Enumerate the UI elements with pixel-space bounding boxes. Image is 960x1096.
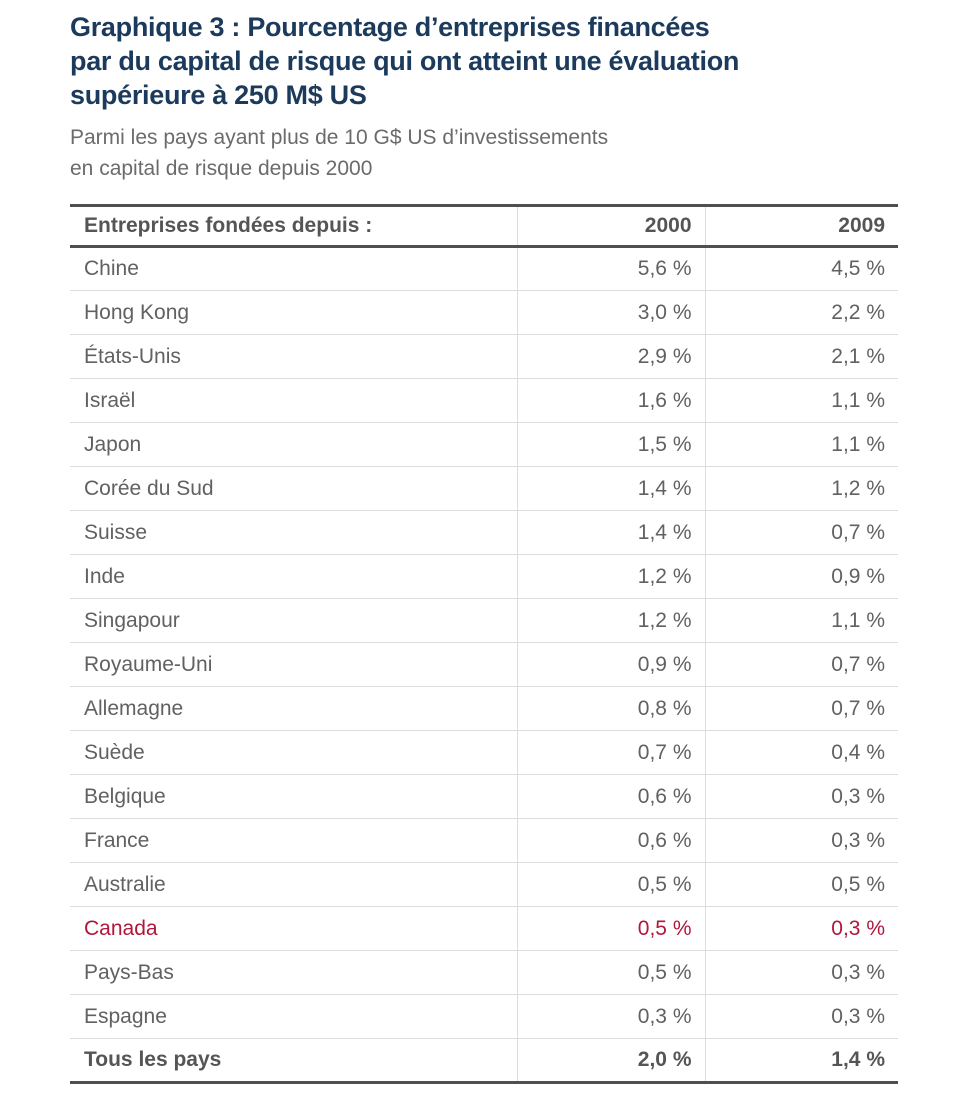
table-row-canada-highlighted: Canada 0,5 % 0,3 % (70, 906, 898, 951)
country-cell: Canada (70, 906, 517, 951)
value-2009-cell: 1,1 % (704, 598, 898, 643)
value-2000-cell: 3,0 % (516, 290, 705, 335)
table-row-espagne: Espagne 0,3 % 0,3 % (70, 994, 898, 1039)
table-row-coree-du-sud: Corée du Sud 1,4 % 1,2 % (70, 466, 898, 511)
country-cell: États-Unis (70, 334, 517, 379)
table-row-allemagne: Allemagne 0,8 % 0,7 % (70, 686, 898, 731)
value-2000-cell: 1,4 % (516, 510, 705, 555)
figure-title-line-3: supérieure à 250 M$ US (70, 80, 367, 110)
country-cell: Japon (70, 422, 517, 467)
table-row-hong-kong: Hong Kong 3,0 % 2,2 % (70, 290, 898, 335)
value-2009-cell: 0,5 % (704, 862, 898, 907)
country-cell: Pays-Bas (70, 950, 517, 995)
country-cell: Espagne (70, 994, 517, 1039)
value-2000-cell: 2,9 % (516, 334, 705, 379)
country-cell: Singapour (70, 598, 517, 643)
data-table: Entreprises fondées depuis : 2000 2009 C… (70, 204, 898, 1084)
country-cell: Inde (70, 554, 517, 599)
table-row-suisse: Suisse 1,4 % 0,7 % (70, 510, 898, 555)
table-row-belgique: Belgique 0,6 % 0,3 % (70, 774, 898, 819)
country-cell: Chine (84, 257, 139, 280)
table-row-total: Tous les pays 2,0 % 1,4 % (70, 1038, 898, 1083)
value-2009-cell: 0,3 % (704, 818, 898, 863)
value-2009-cell: 0,4 % (704, 730, 898, 775)
value-2009-cell: 2,2 % (704, 290, 898, 335)
table-row-suede: Suède 0,7 % 0,4 % (70, 730, 898, 775)
value-2000-cell: 1,2 % (516, 554, 705, 599)
table-row-israel: Israël 1,6 % 1,1 % (70, 378, 898, 423)
table-header-2009: 2009 (704, 205, 898, 248)
value-2000-cell: 1,5 % (516, 422, 705, 467)
value-2000-cell: 1,2 % (516, 598, 705, 643)
country-cell: Israël (70, 378, 517, 423)
value-2000-cell: 0,5 % (516, 950, 705, 995)
value-2000-cell: 1,4 % (516, 466, 705, 511)
table-row-singapour: Singapour 1,2 % 1,1 % (70, 598, 898, 643)
figure-title-line-1: Graphique 3 : Pourcentage d’entreprises … (70, 12, 710, 42)
value-2000-cell: 0,6 % (516, 818, 705, 863)
country-cell: Australie (70, 862, 517, 907)
value-2009-cell: 0,7 % (704, 510, 898, 555)
figure-subtitle: Parmi les pays ayant plus de 10 G$ US d’… (70, 122, 898, 184)
country-cell: Suisse (70, 510, 517, 555)
country-cell: Suède (70, 730, 517, 775)
value-2009-cell: 0,9 % (704, 554, 898, 599)
value-2000-cell: 0,5 % (516, 862, 705, 907)
value-2009-cell: 0,3 % (704, 994, 898, 1039)
table-row-chine: Chine 5,6 % 4,5 % (70, 246, 898, 291)
country-cell: Tous les pays (70, 1038, 517, 1083)
value-2009-cell: 0,7 % (704, 686, 898, 731)
value-2000-cell: 0,7 % (516, 730, 705, 775)
value-2009-cell: 1,1 % (704, 378, 898, 423)
value-2000-cell: 0,8 % (516, 686, 705, 731)
value-2000-cell: 0,5 % (516, 906, 705, 951)
table-header-label: Entreprises fondées depuis : (70, 205, 517, 248)
value-2000-cell: 5,6 % (516, 246, 705, 291)
value-2009-cell: 2,1 % (704, 334, 898, 379)
value-2009-cell: 0,3 % (704, 906, 898, 951)
table-row-etats-unis: États-Unis 2,9 % 2,1 % (70, 334, 898, 379)
value-2000-cell: 1,6 % (516, 378, 705, 423)
table-row-australie: Australie 0,5 % 0,5 % (70, 862, 898, 907)
table-row-japon: Japon 1,5 % 1,1 % (70, 422, 898, 467)
value-2000-cell: 0,3 % (516, 994, 705, 1039)
value-2000-cell: 0,9 % (516, 642, 705, 687)
country-cell: Belgique (70, 774, 517, 819)
value-2000-cell: 0,6 % (516, 774, 705, 819)
table-row-royaume-uni: Royaume-Uni 0,9 % 0,7 % (70, 642, 898, 687)
value-2009-cell: 0,3 % (704, 950, 898, 995)
country-cell: Corée du Sud (70, 466, 517, 511)
value-2009-cell: 4,5 % (704, 246, 898, 291)
value-2009-cell: 1,1 % (704, 422, 898, 467)
table-body: Chine 5,6 % 4,5 % Hong Kong 3,0 % 2,2 % … (70, 246, 898, 1083)
figure-subtitle-line-2: en capital de risque depuis 2000 (70, 157, 373, 180)
table-row-pays-bas: Pays-Bas 0,5 % 0,3 % (70, 950, 898, 995)
country-cell: Allemagne (70, 686, 517, 731)
table-row-inde: Inde 1,2 % 0,9 % (70, 554, 898, 599)
value-2009-cell: 1,2 % (704, 466, 898, 511)
table-header: Entreprises fondées depuis : 2000 2009 (70, 205, 898, 248)
figure-title-line-2: par du capital de risque qui ont atteint… (70, 46, 740, 76)
value-2009-cell: 0,3 % (704, 774, 898, 819)
value-2009-cell: 0,7 % (704, 642, 898, 687)
figure-subtitle-line-1: Parmi les pays ayant plus de 10 G$ US d’… (70, 126, 609, 149)
value-2000-cell: 2,0 % (516, 1038, 705, 1083)
table-header-row: Entreprises fondées depuis : 2000 2009 (70, 205, 898, 248)
table-row-france: France 0,6 % 0,3 % (70, 818, 898, 863)
country-cell: Royaume-Uni (70, 642, 517, 687)
country-cell: Hong Kong (70, 290, 517, 335)
value-2009-cell: 1,4 % (704, 1038, 898, 1083)
country-cell: France (70, 818, 517, 863)
table-header-2000: 2000 (516, 205, 705, 248)
figure-title: Graphique 3 : Pourcentage d’entreprises … (70, 10, 898, 112)
